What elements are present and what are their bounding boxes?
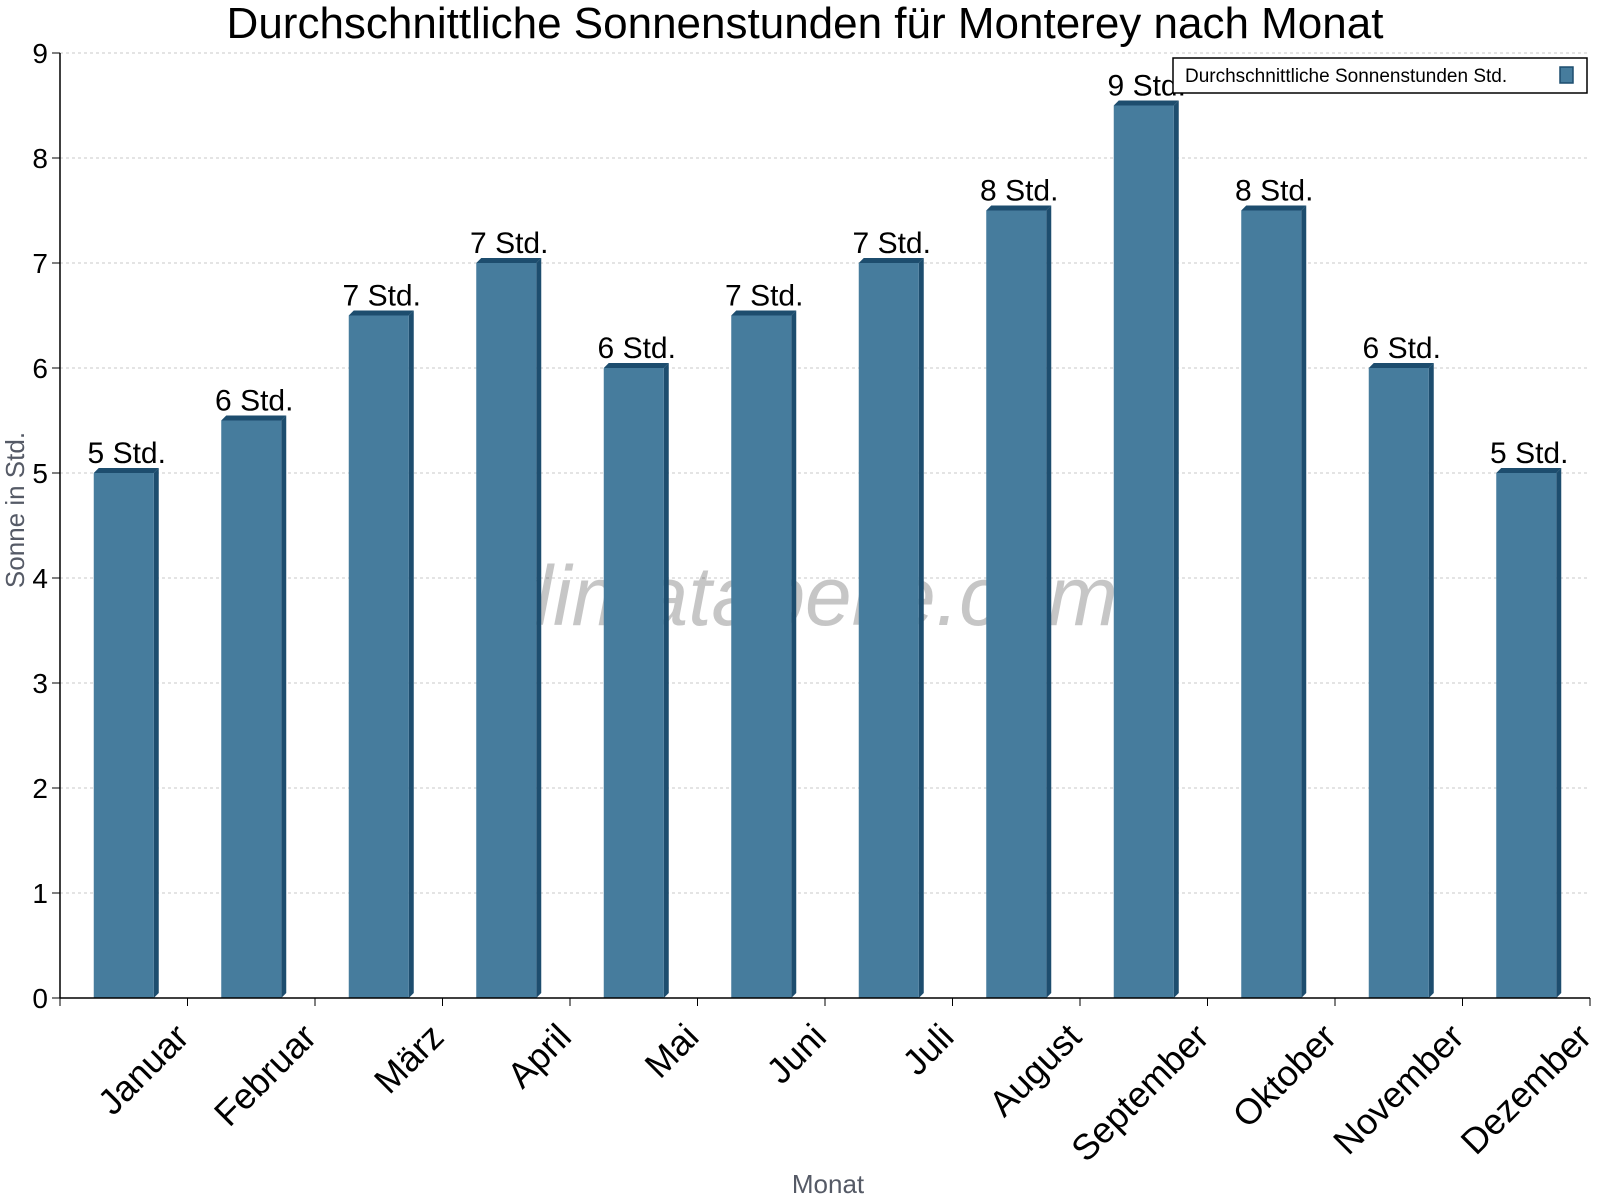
bar-side (536, 258, 542, 998)
bar-front (348, 315, 409, 998)
bar (986, 205, 1052, 998)
x-tick-label: November (1325, 1016, 1471, 1162)
y-tick-label: 6 (32, 353, 48, 384)
bar (93, 468, 159, 998)
bar-top (348, 310, 414, 316)
axes (52, 52, 1591, 1006)
x-tick-label: September (1063, 1016, 1217, 1170)
bar-side (663, 363, 669, 998)
y-tick-label: 4 (32, 563, 48, 594)
bar (1113, 100, 1179, 998)
x-tick-labels: Januar Februar März April Mai Juni Juli AugustS… (90, 1016, 1599, 1170)
bar-side (1173, 100, 1179, 998)
x-tick-label: Dezember (1453, 1016, 1599, 1162)
bar-top (1241, 205, 1307, 211)
bar-top (476, 258, 542, 263)
bar-front (476, 263, 537, 998)
bar-front (1113, 105, 1174, 998)
data-label: 7 Std. (725, 280, 803, 313)
bar-top (221, 415, 287, 421)
bar-side (1556, 468, 1562, 998)
bars (93, 100, 1562, 998)
bar (476, 258, 542, 998)
y-tick-label: 8 (32, 143, 48, 174)
x-axis-label: Monat (792, 1169, 865, 1199)
bar (731, 310, 797, 998)
bar (221, 415, 287, 998)
grid-lines (60, 52, 1590, 894)
chart-title: Durchschnittliche Sonnenstunden für Mont… (227, 0, 1384, 48)
data-label: 8 Std. (980, 175, 1058, 208)
x-tick-label: Mai (636, 1016, 706, 1086)
bar (603, 363, 669, 998)
bar (1496, 468, 1562, 998)
bar-top (1113, 100, 1179, 106)
y-tick-label: 3 (32, 668, 48, 699)
bar-front (603, 368, 664, 998)
bar-side (408, 310, 414, 998)
bar-front (858, 263, 919, 998)
bar-front (1496, 473, 1557, 998)
y-axis-label: Sonne in Std. (0, 432, 30, 588)
bar-front (221, 420, 282, 998)
y-tick-label: 9 (32, 38, 48, 69)
data-label: 6 Std. (598, 332, 676, 365)
bar (1241, 205, 1307, 998)
bar-top (858, 258, 924, 263)
data-label: 6 Std. (1363, 332, 1441, 365)
bar-top (1496, 468, 1562, 473)
x-tick-label: Januar (90, 1016, 197, 1123)
data-label: 7 Std. (470, 227, 548, 260)
y-tick-labels: 0 1 2 3 4 5 6 7 8 9 (32, 38, 48, 1014)
bar-side (1301, 205, 1307, 998)
legend-swatch (1559, 66, 1574, 84)
x-tick-label: Februar (206, 1016, 324, 1134)
legend-label: Durchschnittliche Sonnenstunden Std. (1185, 66, 1507, 87)
bar-side (1428, 363, 1434, 998)
bar-top (731, 310, 797, 316)
bar-side (153, 468, 159, 998)
legend: Durchschnittliche Sonnenstunden Std. (1172, 57, 1588, 94)
bar-top (603, 363, 669, 368)
x-tick-label: August (981, 1016, 1089, 1124)
bar-side (1046, 205, 1052, 998)
bar-top (93, 468, 159, 473)
x-tick-label: März (366, 1016, 452, 1102)
y-tick-label: 5 (32, 458, 48, 489)
bar-side (918, 258, 924, 998)
bar (1368, 363, 1434, 998)
bar-side (791, 310, 797, 998)
data-label: 7 Std. (853, 227, 931, 260)
data-label: 8 Std. (1235, 175, 1313, 208)
bar (858, 258, 924, 998)
data-label: 6 Std. (215, 385, 293, 418)
x-tick-label: April (499, 1016, 579, 1096)
legend-box (1172, 57, 1588, 94)
bar-front (1368, 368, 1429, 998)
y-tick-label: 1 (32, 878, 48, 909)
bar-top (986, 205, 1052, 211)
data-label: 5 Std. (88, 437, 166, 470)
x-tick-label: Oktober (1224, 1016, 1344, 1136)
data-labels: 5 Std. 6 Std. 7 Std. 7 Std. 6 Std. 7 Std. 7 St… (88, 70, 1569, 471)
bar-front (986, 210, 1047, 998)
bar-front (1241, 210, 1302, 998)
x-tick-label: Juni (758, 1016, 834, 1092)
data-label: 7 Std. (343, 280, 421, 313)
y-tick-label: 0 (32, 983, 48, 1014)
bar-front (731, 315, 792, 998)
bar-top (1368, 363, 1434, 368)
data-label: 5 Std. (1490, 437, 1568, 470)
y-tick-label: 2 (32, 773, 48, 804)
bar-side (281, 415, 287, 998)
bar-front (93, 473, 154, 998)
y-tick-label: 7 (32, 248, 48, 279)
x-tick-label: Juli (894, 1016, 961, 1083)
bar (348, 310, 414, 998)
